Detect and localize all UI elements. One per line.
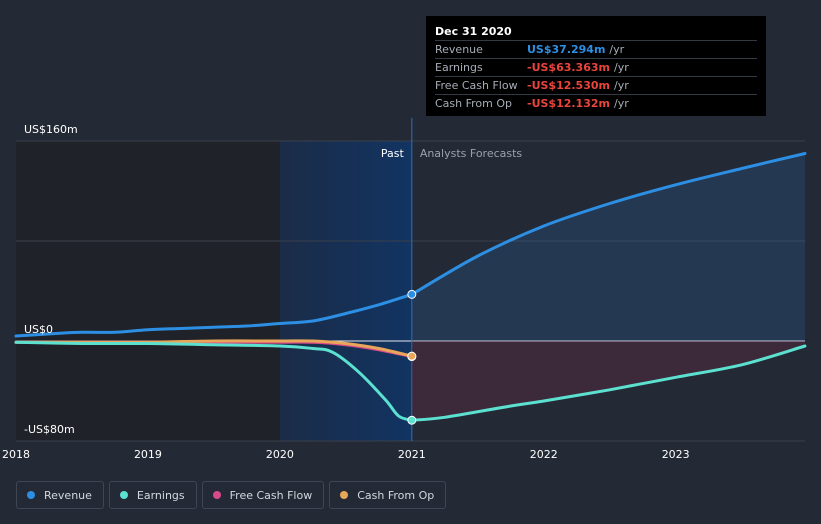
tooltip-date: Dec 31 2020 <box>435 25 512 38</box>
tooltip-label: Earnings <box>435 60 483 74</box>
forecast-label: Analysts Forecasts <box>420 147 523 160</box>
x-tick-label: 2022 <box>530 448 558 461</box>
tooltip-value: US$37.294m <box>527 42 606 56</box>
x-tick-label: 2021 <box>398 448 426 461</box>
tooltip-value: -US$12.530m <box>527 78 610 92</box>
x-tick-label: 2018 <box>2 448 30 461</box>
legend-item-free-cash-flow[interactable]: Free Cash Flow <box>201 481 325 509</box>
legend-item-revenue[interactable]: Revenue <box>16 481 104 509</box>
tooltip-value: -US$12.132m <box>527 96 610 110</box>
past-label: Past <box>381 147 405 160</box>
legend: Revenue Earnings Free Cash Flow Cash Fro… <box>16 481 447 509</box>
tooltip-unit: /yr <box>613 78 629 92</box>
legend-dot-icon <box>27 491 35 499</box>
tooltip-label: Free Cash Flow <box>435 78 518 92</box>
tooltip-unit: /yr <box>609 42 625 56</box>
past-highlight-region <box>279 141 412 441</box>
tooltip-label: Cash From Op <box>435 96 513 110</box>
revenue-forecast-line <box>410 152 807 296</box>
tooltip-row-free-cash-flow: Free Cash Flow -US$12.530m /yr <box>435 76 757 94</box>
tooltip-row-cash-from-op: Cash From Op -US$12.132m /yr <box>435 94 757 112</box>
y-tick-label: US$0 <box>24 323 53 336</box>
x-tick-label: 2023 <box>662 448 690 461</box>
revenue-marker <box>407 289 417 299</box>
x-tick-label: 2020 <box>266 448 294 461</box>
legend-label: Cash From Op <box>357 488 435 502</box>
legend-dot-icon <box>340 491 349 499</box>
y-tick-label: US$160m <box>24 123 78 136</box>
y-tick-label: -US$80m <box>24 423 75 436</box>
earnings-forecast-line <box>410 344 807 422</box>
tooltip-unit: /yr <box>613 96 629 110</box>
past-region <box>16 141 280 441</box>
revenue-forecast-area <box>411 153 805 341</box>
revenue-line <box>14 292 414 338</box>
tooltip-unit: /yr <box>613 60 629 74</box>
tooltip-label: Revenue <box>435 42 483 56</box>
earnings-forecast-area <box>411 341 805 421</box>
legend-item-cash-from-op[interactable]: Cash From Op <box>329 481 447 509</box>
earnings-line <box>14 340 414 422</box>
legend-item-earnings[interactable]: Earnings <box>108 481 197 509</box>
legend-label: Earnings <box>136 488 185 502</box>
x-tick-label: 2019 <box>134 448 162 461</box>
cash-from-op-marker <box>407 351 417 361</box>
tooltip-value: -US$63.363m <box>527 60 610 74</box>
tooltip-row-earnings: Earnings -US$63.363m /yr <box>435 58 757 76</box>
tooltip: Dec 31 2020 Revenue US$37.294m /yr Earni… <box>426 16 766 116</box>
legend-dot-icon <box>212 491 221 499</box>
legend-dot-icon <box>119 491 128 499</box>
legend-label: Free Cash Flow <box>229 488 313 502</box>
legend-label: Revenue <box>44 488 92 502</box>
tooltip-row-revenue: Revenue US$37.294m /yr <box>435 40 757 58</box>
earnings-marker <box>407 415 417 425</box>
